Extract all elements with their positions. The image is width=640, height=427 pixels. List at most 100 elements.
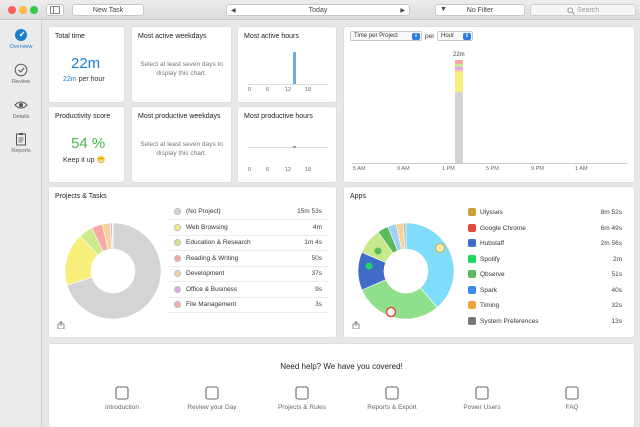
app-duration: 40s: [611, 286, 622, 294]
hourly-rate-value: 22m: [63, 76, 77, 83]
card-title: Most productive weekdays: [138, 113, 221, 120]
chrome-icon: [385, 306, 397, 318]
share-icon[interactable]: [352, 320, 360, 331]
close-window-button[interactable]: [8, 6, 16, 14]
card-title: Most active weekdays: [138, 33, 207, 40]
project-row[interactable]: Education & Research 1m 4s: [168, 236, 328, 251]
filter-icon: ▼: [440, 6, 447, 13]
app-label: System Preferences: [480, 317, 539, 325]
share-icon[interactable]: [57, 320, 65, 331]
sidebar-item-overview[interactable]: Overview: [0, 28, 42, 50]
butterfly-icon: [435, 243, 445, 253]
card-title: Total time: [55, 33, 85, 40]
search-input[interactable]: Search: [530, 4, 636, 16]
app-label: Timing: [480, 302, 500, 309]
help-item-label: FAQ: [565, 404, 579, 411]
axis-tick: 18: [305, 167, 312, 173]
axis-tick: 5 PM: [486, 166, 499, 172]
project-label: Development: [186, 270, 225, 277]
project-color-dot: [174, 239, 181, 246]
app-row[interactable]: Qbserve 51s: [464, 268, 624, 284]
productivity-score-card: Productivity score 54 % Keep it up 😁: [49, 107, 124, 182]
bar-label: 22m: [453, 52, 465, 58]
sidebar-item-reports[interactable]: Reports: [0, 132, 42, 154]
filter-button[interactable]: ▼ No Filter: [435, 4, 525, 16]
project-label: Web Browsing: [186, 223, 228, 231]
app-duration: 32s: [611, 302, 622, 309]
card-title: Apps: [350, 193, 366, 200]
project-color-dot: [174, 254, 181, 262]
timing-icon: [468, 301, 476, 309]
next-day-button[interactable]: ▶: [400, 7, 405, 14]
app-row[interactable]: Spark 40s: [464, 284, 624, 300]
project-row[interactable]: Reading & Writing 50s: [168, 252, 328, 267]
bar-segment-office: [455, 67, 463, 70]
most-active-hours-card: Most active hours 0 6 12 18: [238, 27, 336, 102]
donut-slice[interactable]: [66, 222, 162, 320]
previous-day-button[interactable]: ◀: [231, 7, 236, 14]
project-label: Reading & Writing: [186, 254, 239, 262]
project-duration: 3s: [315, 301, 322, 308]
sidebar-item-details[interactable]: Details: [0, 98, 42, 120]
donut-slice[interactable]: [112, 222, 114, 250]
project-duration: 50s: [311, 254, 322, 262]
check-circle-icon: [204, 385, 220, 401]
toggle-sidebar-button[interactable]: [46, 4, 64, 16]
date-label[interactable]: Today: [308, 6, 328, 14]
hubstaff-icon: [468, 239, 476, 247]
butterfly-icon: [468, 208, 476, 216]
app-label: Hubstaff: [480, 240, 505, 247]
bar-segment-no-project: [455, 92, 463, 163]
project-duration: 1m 4s: [304, 239, 322, 246]
donut-slice[interactable]: [361, 279, 438, 320]
gear-icon: [468, 316, 476, 325]
apps-donut-chart: [357, 222, 455, 320]
chrome-icon: [468, 223, 476, 232]
app-row[interactable]: Ulysses 8m 52s: [464, 206, 624, 222]
new-task-button[interactable]: New Task: [72, 4, 144, 16]
chevron-down-icon: ⇕: [463, 33, 471, 40]
app-duration: 2m: [612, 255, 622, 263]
most-productive-weekdays-card: Most productive weekdays Select at least…: [132, 107, 231, 182]
project-row[interactable]: Web Browsing 4m: [168, 221, 328, 236]
help-item-label: Reports & Export: [367, 404, 417, 411]
help-item-label: Introduction: [105, 404, 139, 411]
chevron-down-icon: ⇕: [412, 33, 420, 40]
filter-label: No Filter: [466, 6, 494, 14]
axis-tick: 6: [266, 87, 270, 93]
app-row[interactable]: Spotify 2m: [464, 253, 624, 269]
help-panel: Need help? We have you covered!: [49, 344, 634, 427]
sidebar-item-review[interactable]: Review: [0, 63, 42, 85]
minimize-window-button[interactable]: [19, 6, 27, 14]
sidebar-item-label: Reports: [11, 148, 31, 154]
search-icon: [567, 6, 575, 15]
app-row[interactable]: Google Chrome 6m 49s: [464, 222, 624, 238]
time-per-project-card: Time per Project ⇕ per Hour ⇕ 22m 5 AM 9…: [344, 27, 634, 182]
app-duration: 2m 56s: [600, 240, 622, 247]
app-label: Spotify: [480, 255, 500, 263]
project-row[interactable]: (No Project) 15m 53s: [168, 205, 328, 220]
interval-select[interactable]: Hour ⇕: [437, 31, 473, 41]
sidebar-item-label: Details: [12, 114, 30, 120]
app-row[interactable]: System Preferences 13s: [464, 315, 624, 331]
app-row[interactable]: Timing 32s: [464, 299, 624, 315]
hour-bar: [293, 52, 296, 84]
project-color-dot: [174, 301, 181, 308]
project-row[interactable]: Office & Business 9s: [168, 283, 328, 298]
axis-tick: 12: [285, 87, 292, 93]
project-row[interactable]: File Management 3s: [168, 298, 328, 313]
app-duration: 51s: [611, 271, 622, 278]
zoom-window-button[interactable]: [30, 6, 38, 14]
app-row[interactable]: Hubstaff 2m 56s: [464, 237, 624, 253]
bar-segment-development: [455, 70, 463, 72]
app-label: Google Chrome: [480, 224, 526, 232]
time-per-select[interactable]: Time per Project ⇕: [350, 31, 422, 41]
axis-tick: 1 AM: [575, 166, 588, 172]
app-duration: 6m 49s: [600, 224, 622, 232]
donut-slice[interactable]: [402, 222, 407, 250]
project-color-dot: [174, 208, 181, 215]
project-duration: 9s: [315, 285, 322, 293]
project-row[interactable]: Development 37s: [168, 267, 328, 282]
spotify-icon: [365, 262, 373, 270]
person-icon: [474, 385, 490, 401]
